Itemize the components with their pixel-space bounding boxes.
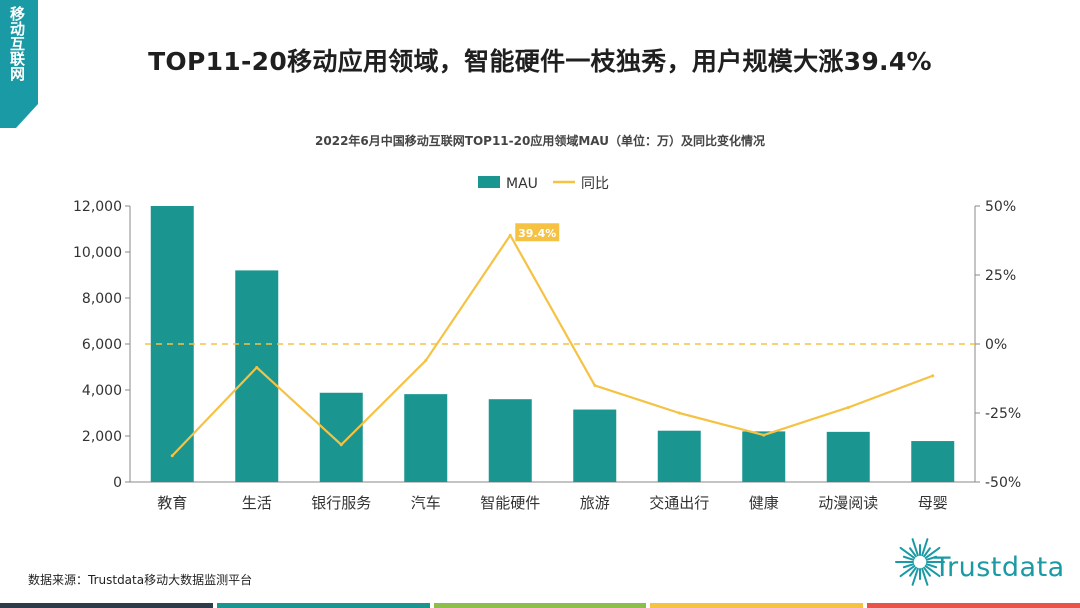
- y-right-tick-label: -50%: [985, 475, 1021, 491]
- y-left-tick-label: 8,000: [82, 291, 122, 307]
- line-yoy-point: [424, 359, 428, 363]
- bar-mau: [573, 409, 617, 482]
- line-yoy-series: [171, 234, 934, 457]
- bottom-bar-segment: [216, 603, 430, 608]
- logo-burst-ray: [899, 565, 916, 578]
- logo-burst-ray: [921, 538, 929, 557]
- trustdata-logo: Trustdata: [890, 530, 1070, 596]
- line-yoy-point: [677, 411, 681, 415]
- legend-label-yoy: 同比: [581, 176, 609, 192]
- x-category-label: 生活: [242, 494, 272, 512]
- bottom-bar-segment: [867, 603, 1080, 608]
- corner-tag-text: 移动互联网: [8, 6, 26, 81]
- x-category-label: 汽车: [411, 494, 441, 512]
- legend-label-mau: MAU: [506, 176, 538, 192]
- line-yoy-point: [762, 433, 766, 437]
- corner-tag-shape: [0, 0, 38, 128]
- logo-burst-ray: [923, 566, 931, 577]
- y-left-tick-label: 0: [113, 475, 122, 491]
- bar-mau: [911, 441, 955, 482]
- bar-mau: [404, 394, 448, 482]
- logo-burst-ray: [911, 567, 919, 586]
- bar-mau: [657, 430, 701, 482]
- logo-burst-ray: [909, 566, 917, 577]
- x-category-label: 健康: [749, 494, 779, 512]
- logo-burst-ray: [899, 546, 916, 559]
- legend-swatch-mau: [478, 176, 500, 188]
- bar-mau: [235, 270, 279, 482]
- chart-legend: MAU 同比: [478, 176, 609, 192]
- logo-burst-ray: [911, 538, 919, 557]
- logo-burst-ray: [902, 563, 915, 569]
- logo-burst-ray: [925, 555, 938, 561]
- highlight-label-text: 39.4%: [518, 227, 556, 240]
- x-category-label: 银行服务: [311, 494, 371, 512]
- bar-mau: [319, 392, 363, 482]
- line-yoy-point: [508, 233, 512, 237]
- bottom-bar-segment: [433, 603, 647, 608]
- y-left-tick-label: 2,000: [82, 429, 122, 445]
- x-category-label: 动漫阅读: [818, 494, 878, 512]
- data-source-note: 数据来源：Trustdata移动大数据监测平台: [28, 573, 253, 587]
- logo-burst-ray: [921, 567, 929, 586]
- x-category-label: 交通出行: [649, 494, 709, 512]
- logo-burst-ray: [924, 565, 941, 578]
- y-left-tick-label: 10,000: [73, 245, 122, 261]
- bar-mau: [742, 431, 786, 482]
- line-yoy-point: [931, 374, 935, 378]
- logo-burst-ray: [909, 547, 917, 558]
- bar-mau: [826, 431, 870, 482]
- y-right-tick-label: 0%: [985, 337, 1007, 353]
- line-yoy-point: [170, 454, 174, 458]
- y-left-tick-label: 12,000: [73, 199, 122, 215]
- line-yoy-point: [593, 383, 597, 387]
- bottom-bar-segment: [0, 603, 213, 608]
- y-right-tick-label: -25%: [985, 406, 1021, 422]
- logo-burst-ray: [902, 555, 915, 561]
- bar-mau: [488, 399, 532, 482]
- bottom-color-bar: [0, 603, 1080, 608]
- logo-burst-ray: [923, 547, 931, 558]
- highlight-label-bg: [515, 223, 560, 242]
- y-right-tick-label: 50%: [985, 199, 1016, 215]
- logo-burst-ray: [925, 563, 938, 569]
- logo-burst-ray: [924, 546, 941, 559]
- chart-title: 2022年6月中国移动互联网TOP11-20应用领域MAU（单位：万）及同比变化…: [315, 134, 765, 148]
- highlight-label: 39.4%: [515, 223, 560, 242]
- bottom-bar-segment: [650, 603, 864, 608]
- page-headline: TOP11-20移动应用领域，智能硬件一枝独秀，用户规模大涨39.4%: [148, 47, 932, 76]
- x-category-label: 旅游: [580, 494, 610, 512]
- x-category-label: 母婴: [918, 494, 948, 512]
- line-yoy-point: [846, 405, 850, 409]
- logo-text: Trustdata: [934, 552, 1065, 583]
- y-left-tick-label: 6,000: [82, 337, 122, 353]
- y-right-tick-label: 25%: [985, 268, 1016, 284]
- line-yoy-point: [339, 443, 343, 447]
- corner-tag: 移动互联网: [0, 0, 38, 128]
- logo-burst-icon: [895, 538, 945, 586]
- y-left-tick-label: 4,000: [82, 383, 122, 399]
- x-category-label: 教育: [157, 494, 187, 512]
- line-yoy-point: [255, 365, 259, 369]
- x-category-label: 智能硬件: [480, 494, 540, 512]
